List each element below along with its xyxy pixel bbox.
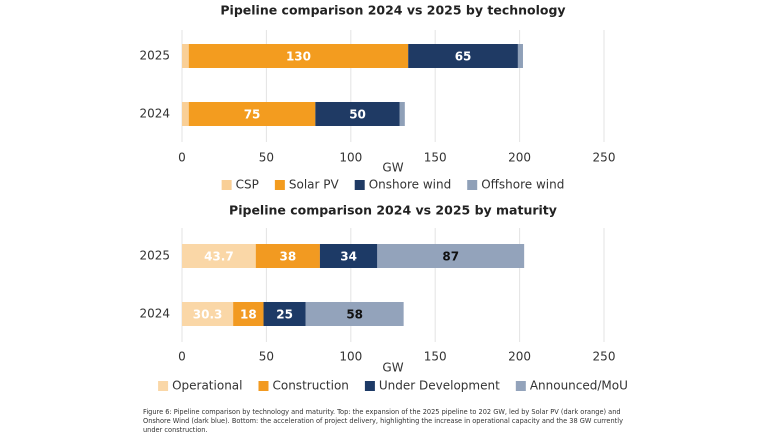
legend-swatch xyxy=(364,381,375,391)
legend-label: Offshore wind xyxy=(481,178,564,192)
x-tick-label: 150 xyxy=(424,350,447,364)
legend-label: Operational xyxy=(172,379,242,393)
bar-segment xyxy=(182,302,234,326)
y-tick-label: 2025 xyxy=(139,249,170,263)
bar-segment xyxy=(517,44,523,68)
legend-label: Solar PV xyxy=(289,178,340,192)
legend-swatch xyxy=(515,381,526,391)
x-tick-label: 50 xyxy=(259,350,274,364)
value-label: 75 xyxy=(244,108,261,122)
legend-swatch xyxy=(258,381,269,391)
x-tick-label: 250 xyxy=(593,350,616,364)
x-tick-label: 200 xyxy=(508,350,531,364)
bar-segment xyxy=(377,244,525,268)
bar-segment xyxy=(188,102,316,126)
bar-segment xyxy=(319,244,378,268)
chart-title: Pipeline comparison 2024 vs 2025 by tech… xyxy=(220,3,565,18)
value-label: 18 xyxy=(240,308,257,322)
value-label: 25 xyxy=(276,308,293,322)
bar-segment xyxy=(315,102,400,126)
value-label: 87 xyxy=(442,250,459,264)
value-label: 34 xyxy=(340,250,357,264)
legend-label: Under Development xyxy=(379,379,500,393)
legend-swatch xyxy=(467,180,478,190)
legend-label: Onshore wind xyxy=(369,178,452,192)
legend-swatch xyxy=(354,180,365,190)
bar-segment xyxy=(182,44,189,68)
legend-label: Construction xyxy=(272,379,348,393)
x-tick-label: 0 xyxy=(178,151,186,165)
x-axis-label: GW xyxy=(382,361,403,375)
legend-swatch xyxy=(221,180,232,190)
bar-segment xyxy=(263,302,306,326)
x-tick-label: 200 xyxy=(508,151,531,165)
y-tick-label: 2024 xyxy=(139,107,170,121)
value-label: 50 xyxy=(349,108,366,122)
bar-segment xyxy=(233,302,264,326)
charts: Pipeline comparison 2024 vs 2025 by tech… xyxy=(139,3,628,393)
value-label: 58 xyxy=(346,308,363,322)
bar-segment xyxy=(408,44,518,68)
x-tick-label: 150 xyxy=(424,151,447,165)
bar-segment xyxy=(188,44,409,68)
x-tick-label: 100 xyxy=(339,350,362,364)
bar-segment xyxy=(182,244,256,268)
bar-segment xyxy=(182,102,189,126)
y-tick-label: 2025 xyxy=(139,49,170,63)
x-tick-label: 0 xyxy=(178,350,186,364)
value-label: 38 xyxy=(279,250,296,264)
legend-swatch xyxy=(274,180,285,190)
value-label: 43.7 xyxy=(204,250,234,264)
value-label: 130 xyxy=(286,50,311,64)
value-label: 30.3 xyxy=(193,308,223,322)
bar-segment xyxy=(305,302,404,326)
legend-label: Announced/MoU xyxy=(530,379,628,393)
bar-segment xyxy=(255,244,320,268)
bar-segment xyxy=(399,102,405,126)
chart-title: Pipeline comparison 2024 vs 2025 by matu… xyxy=(229,203,557,218)
x-tick-label: 250 xyxy=(593,151,616,165)
x-tick-label: 100 xyxy=(339,151,362,165)
value-label: 65 xyxy=(455,50,472,64)
x-axis-label: GW xyxy=(382,161,403,175)
x-tick-label: 50 xyxy=(259,151,274,165)
legend-swatch xyxy=(158,381,169,391)
caption: Figure 6: Pipeline comparison by technol… xyxy=(143,408,623,432)
y-tick-label: 2024 xyxy=(139,307,170,321)
legend-label: CSP xyxy=(236,178,259,192)
